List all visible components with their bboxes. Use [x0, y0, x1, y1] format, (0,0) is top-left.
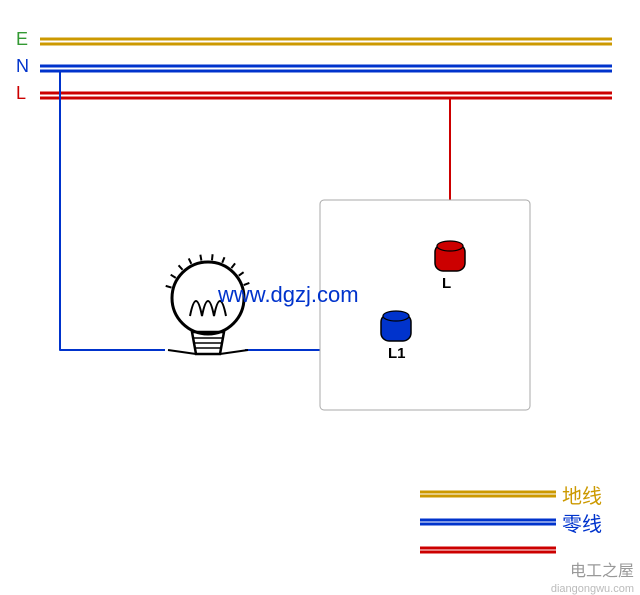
terminal-label-L: L	[442, 275, 451, 292]
watermark-text: www.dgzj.com	[218, 282, 359, 308]
footer-url: diangongwu.com	[551, 583, 634, 595]
legend-label: 地线	[562, 480, 602, 509]
wire-label-live: L	[16, 83, 26, 104]
wire-label-earth: E	[16, 29, 28, 50]
legend-label: 零线	[562, 508, 602, 537]
terminal-label-L1: L1	[388, 345, 406, 362]
footer-brand: 电工之屋	[570, 557, 634, 581]
wire-label-neutral: N	[16, 56, 29, 77]
